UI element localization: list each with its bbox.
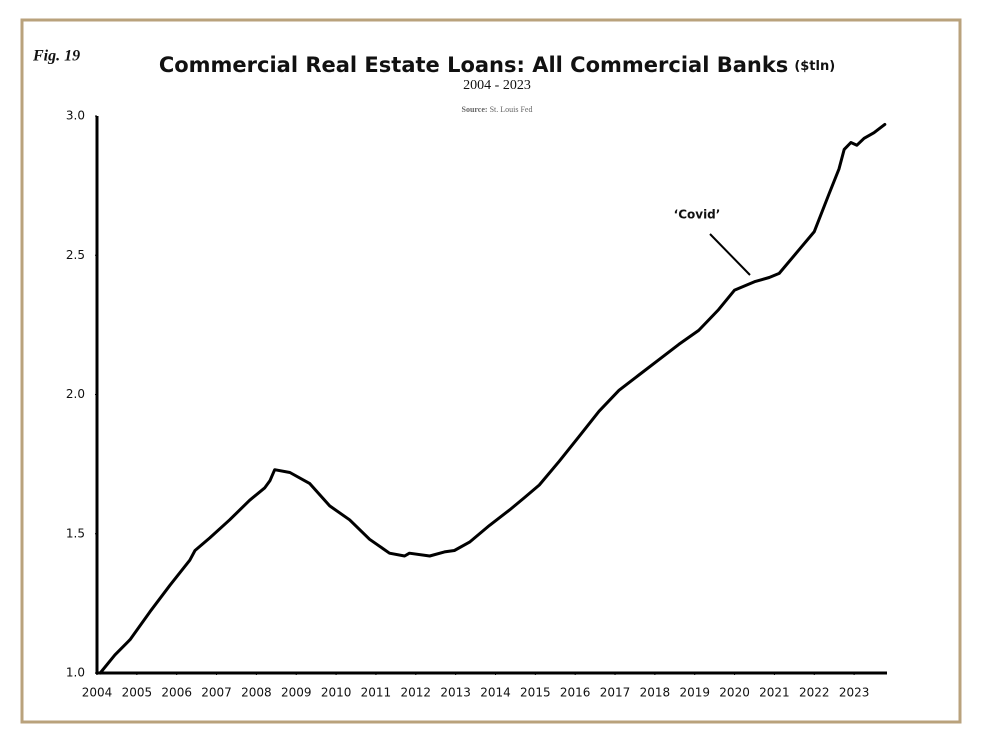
y-tick-label: 1.5 bbox=[66, 526, 85, 540]
x-tick-label: 2012 bbox=[401, 686, 432, 700]
x-tick-label: 2016 bbox=[560, 686, 591, 700]
source-text: St. Louis Fed bbox=[490, 105, 533, 114]
title-unit: ($tln) bbox=[794, 59, 835, 74]
y-tick-label: 1.0 bbox=[66, 666, 85, 680]
data-line bbox=[98, 122, 887, 675]
x-tick-label: 2006 bbox=[161, 686, 192, 700]
annotation-line bbox=[709, 233, 751, 276]
x-tick-label: 2018 bbox=[640, 686, 671, 700]
x-tick-label: 2017 bbox=[600, 686, 631, 700]
x-tick-label: 2015 bbox=[520, 686, 551, 700]
x-tick-label: 2010 bbox=[321, 686, 352, 700]
x-tick-label: 2009 bbox=[281, 686, 312, 700]
x-tick-label: 2023 bbox=[839, 686, 870, 700]
x-tick-label: 2014 bbox=[480, 686, 511, 700]
figure-label: Fig. 19 bbox=[32, 48, 80, 65]
x-tick-label: 2019 bbox=[679, 686, 710, 700]
chart-title: Commercial Real Estate Loans: All Commer… bbox=[159, 53, 835, 77]
source: Source: St. Louis Fed bbox=[462, 105, 533, 114]
x-tick-label: 2022 bbox=[799, 686, 830, 700]
frame bbox=[20, 18, 962, 724]
x-tick-label: 2011 bbox=[361, 686, 392, 700]
x-tick-label: 2013 bbox=[440, 686, 471, 700]
x-tick-label: 2008 bbox=[241, 686, 272, 700]
x-tick-label: 2004 bbox=[82, 686, 113, 700]
y-tick-label: 2.0 bbox=[66, 387, 85, 401]
x-tick-label: 2021 bbox=[759, 686, 790, 700]
y-tick-label: 3.0 bbox=[66, 109, 85, 123]
source-label: Source: bbox=[462, 105, 488, 114]
y-tick-label: 2.5 bbox=[66, 248, 85, 262]
subtitle: 2004 - 2023 bbox=[463, 78, 531, 93]
x-tick-label: 2005 bbox=[122, 686, 153, 700]
title-text: Commercial Real Estate Loans: All Commer… bbox=[159, 53, 789, 77]
annotation: ‘Covid’ bbox=[674, 208, 721, 222]
x-tick-label: 2020 bbox=[719, 686, 750, 700]
x-tick-label: 2007 bbox=[201, 686, 232, 700]
